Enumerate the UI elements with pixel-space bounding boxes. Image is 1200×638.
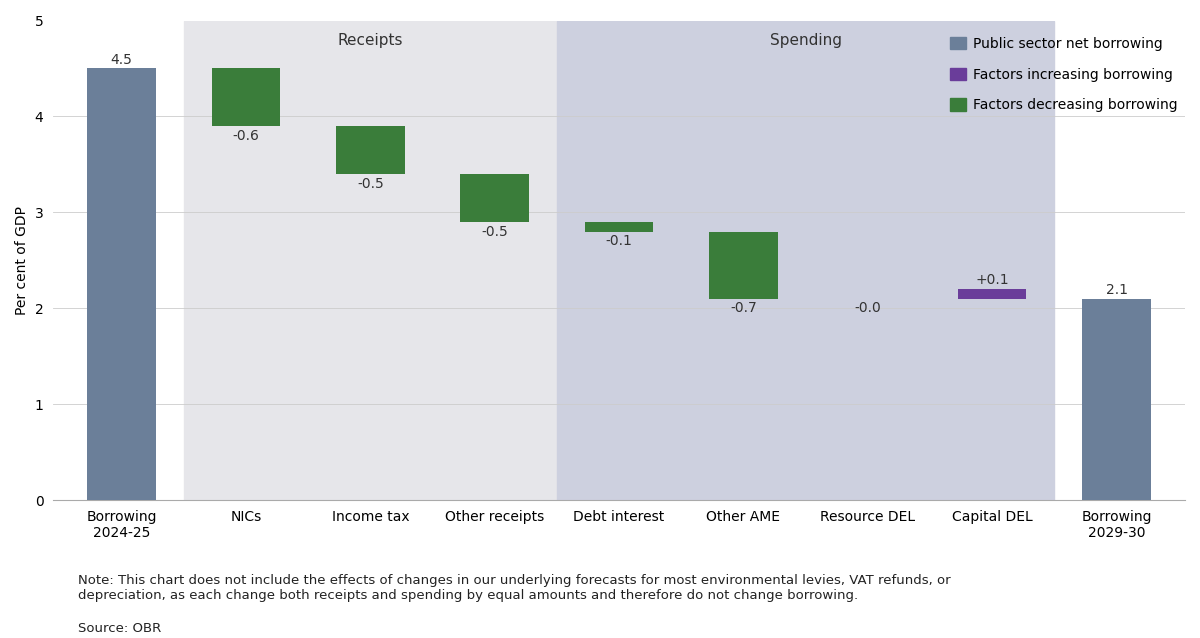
Text: -0.7: -0.7 [730, 301, 757, 315]
Text: 2.1: 2.1 [1105, 283, 1128, 297]
Text: -0.5: -0.5 [356, 177, 384, 191]
Bar [557, 20, 1055, 500]
Bar [88, 68, 156, 500]
Text: Spending: Spending [769, 33, 841, 48]
Text: Receipts: Receipts [337, 33, 403, 48]
Text: +0.1: +0.1 [976, 274, 1009, 288]
Bar [584, 222, 653, 232]
Text: Source: OBR: Source: OBR [78, 622, 161, 635]
Text: -0.1: -0.1 [606, 234, 632, 248]
Bar [958, 289, 1026, 299]
Bar [211, 68, 280, 126]
Text: -0.5: -0.5 [481, 225, 508, 239]
Text: Note: This chart does not include the effects of changes in our underlying forec: Note: This chart does not include the ef… [78, 574, 950, 602]
Bar [1082, 299, 1151, 500]
Legend: Public sector net borrowing, Factors increasing borrowing, Factors decreasing bo: Public sector net borrowing, Factors inc… [950, 37, 1178, 112]
Bar [709, 232, 778, 299]
Bar [184, 20, 557, 500]
Text: -0.6: -0.6 [233, 129, 259, 143]
Text: -0.0: -0.0 [854, 301, 881, 315]
Y-axis label: Per cent of GDP: Per cent of GDP [14, 206, 29, 315]
Bar [336, 126, 404, 174]
Text: 4.5: 4.5 [110, 53, 132, 67]
Bar [461, 174, 529, 222]
